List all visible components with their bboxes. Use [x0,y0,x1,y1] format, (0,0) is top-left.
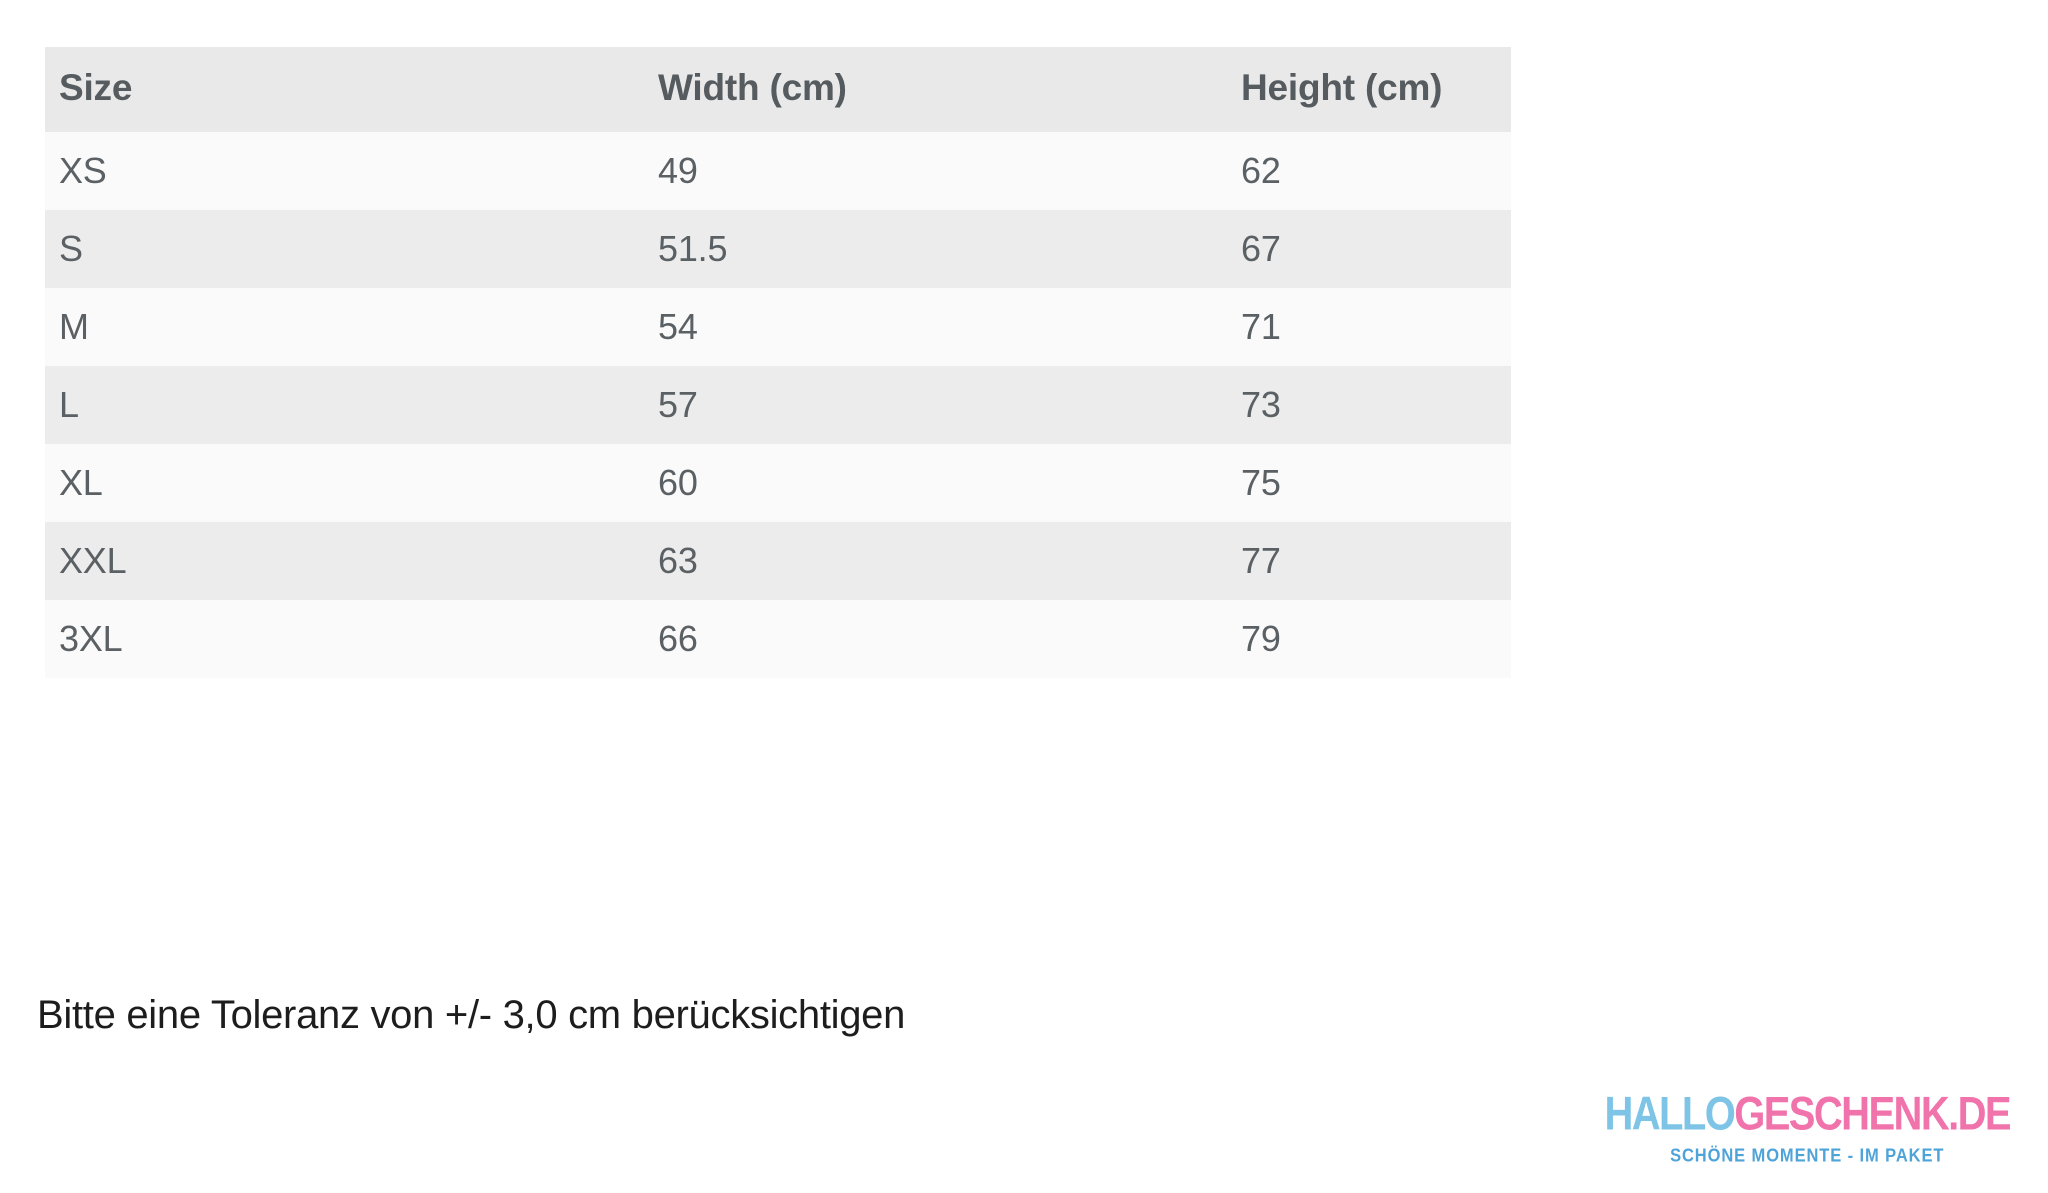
table-header: Size Width (cm) Height (cm) [45,47,1511,132]
cell-height: 62 [930,131,1511,210]
cell-size: XXL [45,521,345,600]
cell-height: 71 [930,287,1511,366]
tolerance-note: Bitte eine Toleranz von +/- 3,0 cm berüc… [37,993,906,1037]
brand-word-geschenk: GESCHENK.DE [1734,1087,2011,1140]
brand-wordmark: HALLOGESCHENK.DE [1604,1087,2011,1140]
table-row: L 57 73 [45,365,1511,444]
column-header-size: Size [45,47,345,132]
cell-height: 67 [930,209,1511,288]
table-row: XS 49 62 [45,131,1511,210]
size-chart-table: Size Width (cm) Height (cm) XS 49 62 S 5… [45,47,1511,678]
cell-size: M [45,287,345,366]
size-chart-container: Size Width (cm) Height (cm) XS 49 62 S 5… [45,47,1511,678]
table-row: XXL 63 77 [45,521,1511,600]
table-header-row: Size Width (cm) Height (cm) [45,47,1511,132]
cell-size: XS [45,131,345,210]
brand-tagline: SCHÖNE MOMENTE - IM PAKET [1670,1145,1945,1166]
table-row: M 54 71 [45,287,1511,366]
brand-logo: HALLOGESCHENK.DE SCHÖNE MOMENTE - IM PAK… [1604,1090,2011,1166]
cell-width: 49 [345,131,930,210]
cell-height: 73 [930,365,1511,444]
cell-width: 66 [345,599,930,678]
cell-width: 63 [345,521,930,600]
table-body: XS 49 62 S 51.5 67 M 54 71 L 57 73 XL 60 [45,131,1511,678]
cell-width: 51.5 [345,209,930,288]
table-row: 3XL 66 79 [45,599,1511,678]
cell-height: 75 [930,443,1511,522]
cell-size: L [45,365,345,444]
cell-width: 60 [345,443,930,522]
cell-width: 54 [345,287,930,366]
brand-word-hallo: HALLO [1604,1087,1735,1140]
cell-size: 3XL [45,599,345,678]
cell-height: 79 [930,599,1511,678]
table-row: XL 60 75 [45,443,1511,522]
column-header-height: Height (cm) [930,47,1511,132]
column-header-width: Width (cm) [345,47,930,132]
cell-width: 57 [345,365,930,444]
cell-height: 77 [930,521,1511,600]
table-row: S 51.5 67 [45,209,1511,288]
cell-size: XL [45,443,345,522]
cell-size: S [45,209,345,288]
